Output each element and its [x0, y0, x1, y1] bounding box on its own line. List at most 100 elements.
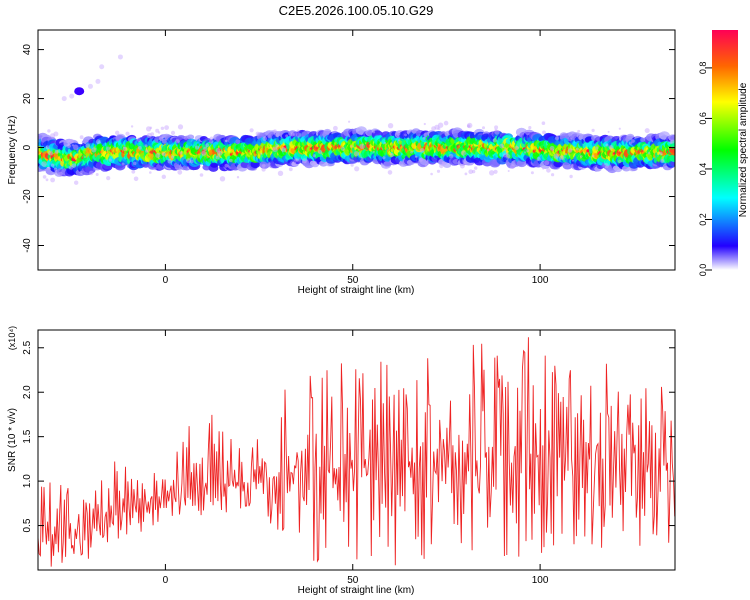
heatmap-speckle [261, 167, 266, 172]
heatmap-speckle [95, 139, 101, 145]
heatmap-speckle [179, 151, 183, 155]
heatmap-speckle [95, 173, 99, 176]
heatmap-speckle [133, 176, 139, 182]
spectrogram-y-axis: -40 -20 0 20 40 [22, 44, 675, 253]
heatmap-speckle [177, 124, 184, 130]
heatmap-cell [516, 159, 527, 168]
y-tick-label: 2.0 [22, 385, 33, 399]
heatmap-speckle [383, 142, 387, 145]
heatmap-speckle [389, 153, 394, 158]
heatmap-speckle [317, 149, 322, 154]
heatmap-speckle [132, 161, 137, 166]
heatmap-speckle [423, 132, 428, 137]
snr-y-multiplier: (x10⁴) [7, 326, 17, 350]
heatmap-speckle [215, 155, 220, 160]
y-tick-label: 40 [22, 44, 33, 56]
heatmap-speckle [219, 176, 226, 182]
heatmap-speckle [125, 131, 130, 136]
heatmap-speckle [580, 155, 583, 158]
heatmap-speckle [414, 155, 418, 158]
heatmap-speckle [160, 126, 165, 130]
snr-y-label: SNR (10 * v/v) [7, 408, 18, 472]
x-tick-label: 100 [532, 575, 549, 586]
heatmap-speckle [443, 120, 449, 126]
heatmap-speckle [288, 167, 293, 172]
heatmap-cell [670, 160, 675, 167]
heatmap-speckle [199, 173, 204, 177]
heatmap-speckle [507, 170, 510, 172]
heatmap-speckle [419, 148, 425, 153]
heatmap-speckle [418, 157, 423, 162]
colorbar-ticks: 0.0 0.2 0.4 0.6 0.8 [698, 62, 712, 276]
heatmap-speckle [437, 127, 441, 131]
heatmap-speckle [170, 155, 175, 159]
heatmap-speckle [74, 180, 79, 185]
heatmap-speckle [577, 129, 581, 133]
colorbar-tick-label: 0.2 [698, 213, 708, 226]
heatmap-speckle [184, 136, 188, 140]
heatmap-speckle [542, 167, 545, 170]
heatmap-speckle [467, 125, 470, 128]
heatmap-speckle [117, 54, 123, 60]
heatmap-speckle [595, 146, 599, 150]
spectrogram-panel: 0 50 100 -40 -20 0 20 40 Height of straight li… [7, 29, 676, 296]
heatmap-speckle [647, 152, 651, 155]
heatmap-speckle [85, 143, 90, 148]
heatmap-speckle [209, 136, 214, 141]
heatmap-speckle [153, 167, 157, 171]
heatmap-speckle [350, 163, 354, 167]
heatmap-speckle [553, 153, 559, 159]
heatmap-speckle [387, 123, 394, 129]
heatmap-speckle [45, 145, 50, 150]
heatmap-speckle [302, 158, 307, 164]
heatmap-speckle [470, 162, 473, 166]
heatmap-speckle [296, 129, 300, 133]
snr-x-label: Height of straight line (km) [298, 585, 415, 596]
heatmap-speckle [569, 174, 573, 179]
spectrogram-y-label: Frequency (Hz) [7, 116, 18, 185]
heatmap-speckle [494, 125, 499, 130]
heatmap-speckle [167, 158, 172, 164]
heatmap-speckle [235, 139, 241, 145]
heatmap-speckle [121, 162, 125, 166]
heatmap-speckle [106, 176, 111, 181]
heatmap-speckle [144, 144, 148, 148]
heatmap-cell [669, 154, 675, 162]
heatmap-speckle [436, 169, 441, 173]
heatmap-speckle [353, 151, 360, 157]
heatmap-speckle [99, 64, 105, 70]
heatmap-speckle [618, 127, 621, 130]
snr-series [38, 337, 675, 567]
heatmap-speckle [262, 136, 268, 141]
heatmap-speckle [42, 175, 47, 179]
heatmap-speckle [441, 161, 445, 165]
heatmap-speckle [79, 170, 83, 174]
heatmap-speckle [115, 130, 120, 135]
heatmap-speckle [333, 125, 338, 131]
heatmap-feature [74, 87, 85, 96]
heatmap-speckle [431, 126, 436, 131]
colorbar: 0.0 0.2 0.4 0.6 0.8 Normalized spectral ampl… [698, 30, 749, 276]
heatmap-speckle [161, 174, 166, 179]
snr-frame [37, 329, 676, 571]
heatmap-speckle [567, 137, 573, 142]
colorbar-label: Normalized spectral amplitude [738, 82, 749, 217]
heatmap-speckle [69, 93, 75, 99]
heatmap-speckle [177, 169, 183, 175]
heatmap-speckle [285, 134, 289, 138]
heatmap-speckle [525, 130, 530, 136]
heatmap-speckle [629, 141, 633, 145]
heatmap-speckle [572, 159, 574, 162]
heatmap-cell [670, 134, 675, 142]
heatmap-speckle [605, 143, 609, 147]
heatmap-speckle [607, 130, 610, 133]
heatmap-speckle [130, 125, 134, 128]
heatmap-speckle [660, 159, 664, 163]
heatmap-speckle [69, 138, 74, 144]
heatmap-speckle [502, 153, 507, 158]
colorbar-tick-label: 0.8 [698, 62, 708, 75]
heatmap-speckle [530, 171, 534, 175]
heatmap-speckle [47, 129, 51, 133]
heatmap-speckle [542, 130, 546, 135]
heatmap-speckle [50, 177, 55, 183]
